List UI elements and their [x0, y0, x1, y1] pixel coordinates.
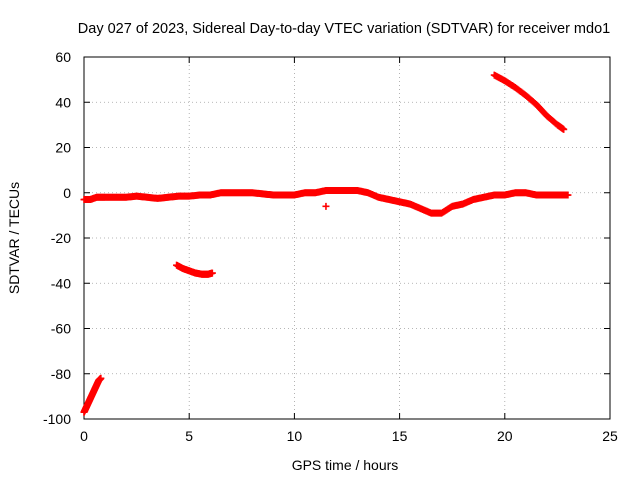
y-tick-label: 60 — [55, 49, 71, 65]
y-tick-label: -100 — [43, 411, 71, 427]
series-segment-late-decline — [490, 71, 568, 133]
x-axis-label: GPS time / hours — [292, 457, 399, 473]
data-points — [80, 71, 572, 416]
data-point — [564, 191, 572, 199]
series-segment-mid-arc — [173, 261, 216, 278]
x-tick-label: 15 — [392, 428, 408, 444]
x-tick-label: 20 — [497, 428, 513, 444]
data-point — [97, 374, 105, 382]
data-point — [322, 202, 330, 210]
x-tick-label: 5 — [185, 428, 193, 444]
y-axis-label: SDTVAR / TECUs — [6, 182, 22, 294]
y-tick-label: 20 — [55, 140, 71, 156]
chart-title: Day 027 of 2023, Sidereal Day-to-day VTE… — [78, 21, 610, 37]
y-tick-label: -20 — [51, 230, 71, 246]
series-segment-main-trace — [80, 186, 572, 217]
x-tick-label: 0 — [80, 428, 88, 444]
x-axis-ticks: 0 5 10 15 20 25 — [80, 57, 618, 444]
series-segment-outlier — [322, 202, 330, 210]
series-segment-early-ramp — [80, 374, 105, 416]
y-tick-label: -60 — [51, 321, 71, 337]
y-tick-label: 40 — [55, 94, 71, 110]
data-point — [560, 125, 568, 133]
grid-lines — [84, 57, 610, 419]
y-tick-label: 0 — [63, 185, 71, 201]
y-tick-label: -40 — [51, 275, 71, 291]
plot-frame — [83, 56, 611, 420]
y-tick-label: -80 — [51, 366, 71, 382]
y-axis-ticks: -100 -80 -60 -40 -20 0 20 40 60 — [43, 49, 610, 427]
x-tick-label: 10 — [287, 428, 303, 444]
data-point — [208, 269, 216, 277]
x-tick-label: 25 — [602, 428, 618, 444]
